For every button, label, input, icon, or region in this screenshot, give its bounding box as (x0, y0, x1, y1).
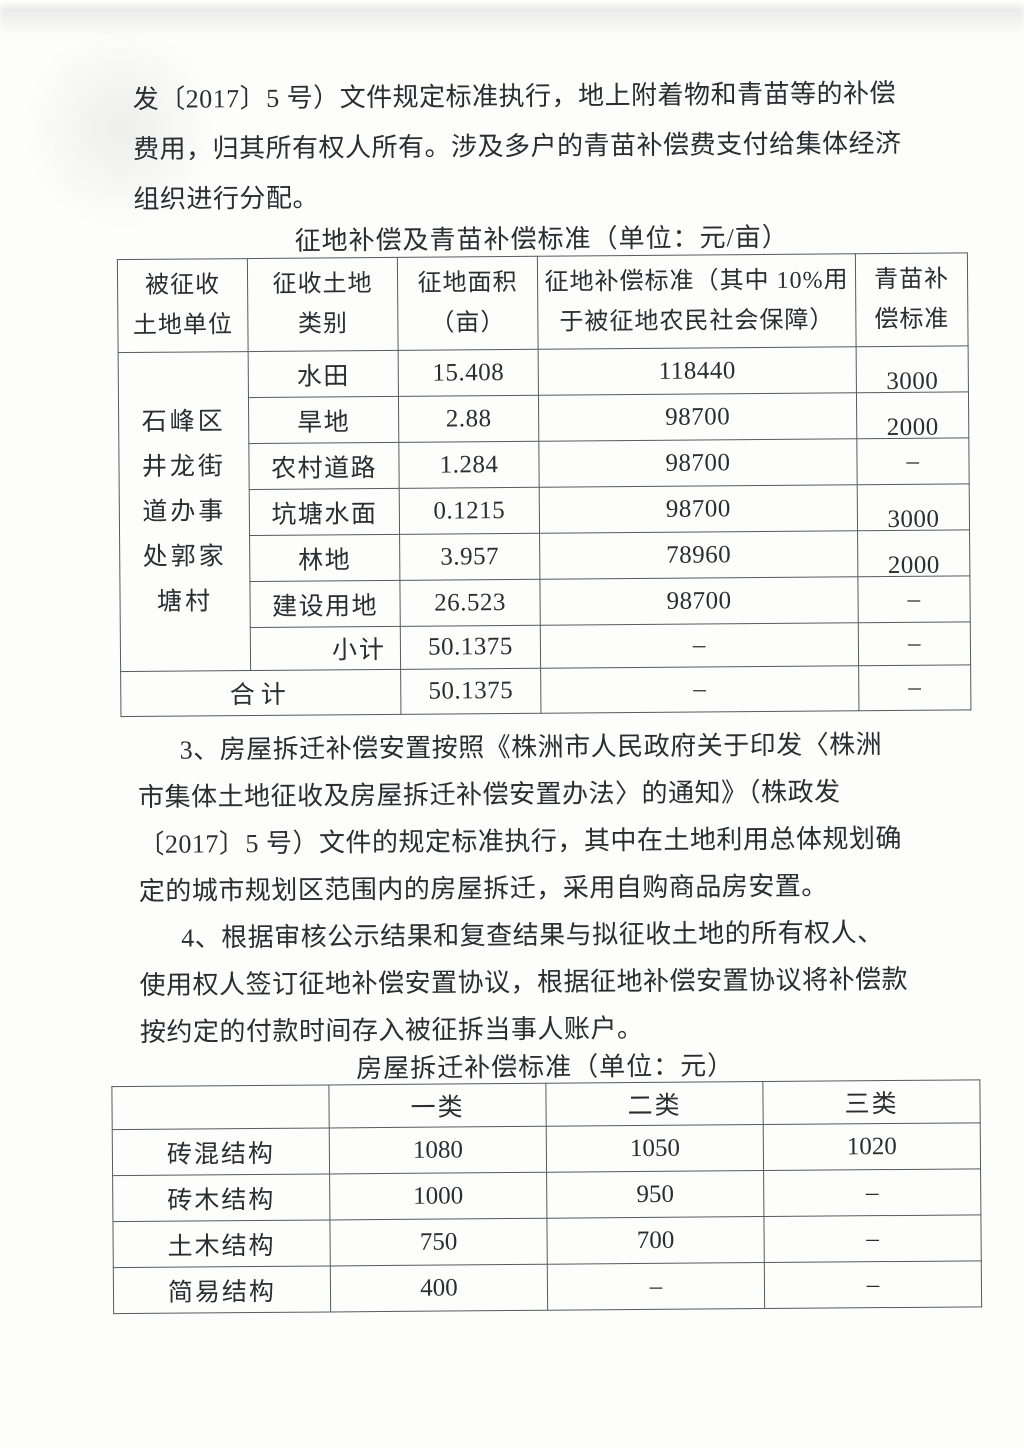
paragraph-line: 4、根据审核公示结果和复查结果与拟征收土地的所有权人、 (181, 918, 884, 953)
paragraph-4: 4、根据审核公示结果和复查结果与拟征收土地的所有权人、 使用权人签订征地补偿安置… (139, 908, 971, 1056)
total-row: 合计 50.1375 – – (120, 664, 971, 717)
value-cell: – (763, 1214, 982, 1263)
area-cell: 50.1375 (400, 625, 541, 670)
area-cell: 2.88 (398, 395, 539, 443)
standard-cell: 98700 (539, 484, 858, 534)
standard-cell: – (540, 665, 859, 714)
value-cell: 700 (546, 1216, 765, 1265)
table-row: 简易结构 400 – – (113, 1260, 982, 1314)
unit-line: 道办事 (142, 497, 227, 526)
seedling-cell: 3000 (857, 495, 970, 543)
structure-label-cell: 土木结构 (112, 1219, 331, 1268)
category-cell: 旱地 (248, 396, 399, 444)
structure-label-cell: 简易结构 (113, 1265, 331, 1314)
value-cell: 400 (330, 1264, 548, 1312)
standard-cell: 78960 (539, 530, 858, 580)
house-compensation-table: 一类 二类 三类 砖混结构 1080 1050 1020 砖木结构 1000 9… (111, 1079, 982, 1314)
structure-label-cell: 砖木结构 (112, 1173, 330, 1222)
value-cell: 1080 (329, 1126, 547, 1174)
header-land-category: 征收土地 类别 (247, 257, 399, 352)
area-cell: 15.408 (398, 349, 539, 397)
header-line: 征地补偿标准（其中 10%用 (544, 267, 849, 296)
area-cell: 50.1375 (400, 668, 541, 715)
expropriated-unit-cell: 石峰区 井龙街 道办事 处郭家 塘村 (118, 351, 251, 672)
value-cell: 950 (546, 1170, 764, 1219)
area-cell: 26.523 (399, 579, 541, 627)
header-line: 于被征地农民社会保障） (559, 307, 835, 336)
seedling-cell: 2000 (857, 541, 970, 589)
value-cell: – (764, 1260, 982, 1309)
unit-line: 塘村 (156, 587, 214, 616)
paragraph-line: 按约定的付款时间存入被征拆当事人账户。 (139, 1013, 644, 1047)
header-class-3: 三类 (762, 1079, 981, 1125)
header-class-2: 二类 (545, 1081, 764, 1127)
paragraph-line: 3、房屋拆迁补偿安置按照《株洲市人民政府关于印发〈株洲 (179, 730, 883, 765)
header-line: （亩） (430, 310, 506, 337)
header-line: 征收土地 (272, 271, 373, 298)
area-cell: 3.957 (399, 533, 540, 581)
standard-cell: – (540, 622, 859, 669)
table-row: 砖木结构 1000 950 – (112, 1168, 981, 1222)
header-expropriated-unit: 被征收 土地单位 (117, 258, 249, 353)
header-structure-type (111, 1084, 330, 1130)
table-row: 砖混结构 1080 1050 1020 (112, 1122, 981, 1176)
paragraph-line: 定的城市规划区范围内的房屋拆迁，采用自购商品房安置。 (138, 871, 828, 906)
value-cell: – (547, 1262, 765, 1311)
value-cell: 1020 (763, 1122, 981, 1171)
unit-line: 井龙街 (141, 452, 227, 481)
paragraph-line: 费用，归其所有权人所有。涉及多户的青苗补偿费支付给集体经济 (132, 128, 902, 164)
table-row: 石峰区 井龙街 道办事 处郭家 塘村 水田 15.408 118440 3000 (118, 346, 969, 672)
total-label-cell: 合计 (120, 669, 401, 717)
paragraph-line: 〔2017〕5 号）文件的规定标准执行，其中在土地利用总体规划确 (138, 823, 903, 859)
unit-line: 石峰区 (141, 407, 226, 436)
category-cell: 林地 (249, 534, 400, 582)
category-cell: 水田 (248, 350, 399, 398)
header-class-1: 一类 (328, 1083, 547, 1128)
value-cell: 1050 (546, 1124, 764, 1173)
area-cell: 0.1215 (399, 487, 540, 535)
paragraph-line: 使用权人签订征地补偿安置协议，根据征地补偿安置协议将补偿款 (139, 964, 909, 1000)
paragraph-line: 市集体土地征收及房屋拆迁补偿安置办法〉的通知》（株政发 (137, 777, 841, 812)
standard-cell: 98700 (538, 438, 858, 488)
area-cell: 1.284 (398, 441, 540, 489)
header-line: 青苗补 (873, 266, 950, 294)
paragraph-line: 发〔2017〕5 号）文件规定标准执行，地上附着物和青苗等的补偿 (132, 78, 897, 114)
value-cell: 1000 (329, 1172, 547, 1220)
category-cell: 农村道路 (248, 442, 400, 490)
header-line: 偿标准 (874, 306, 950, 334)
category-cell: 建设用地 (249, 580, 401, 628)
category-cell: 坑塘水面 (249, 488, 400, 536)
paragraph-3: 3、房屋拆迁补偿安置按照《株洲市人民政府关于印发〈株洲 市集体土地征收及房屋拆迁… (138, 720, 970, 915)
document-content: 发〔2017〕5 号）文件规定标准执行，地上附着物和青苗等的补偿 费用，归其所有… (111, 68, 982, 1314)
unit-line: 处郭家 (142, 542, 227, 571)
seedling-cell: – (858, 664, 971, 711)
land-compensation-table: 被征收 土地单位 征收土地 类别 征地面积 （亩） 征地补偿标准（其中 10%用… (117, 252, 972, 717)
seedling-cell: – (858, 621, 971, 666)
standard-cell: 98700 (538, 392, 857, 442)
table-header-row: 一类 二类 三类 (111, 1079, 981, 1130)
standard-cell: 118440 (538, 346, 857, 396)
seedling-cell: 3000 (856, 357, 969, 405)
structure-label-cell: 砖混结构 (112, 1127, 330, 1176)
standard-cell: 98700 (539, 576, 859, 626)
paragraph-line: 组织进行分配。 (133, 183, 320, 214)
value-cell: 750 (329, 1218, 548, 1266)
table-header-row: 被征收 土地单位 征收土地 类别 征地面积 （亩） 征地补偿标准（其中 10%用… (117, 252, 969, 353)
header-line: 被征收 (144, 272, 221, 299)
value-cell: – (763, 1168, 981, 1217)
intro-paragraph: 发〔2017〕5 号）文件规定标准执行，地上附着物和青苗等的补偿 费用，归其所有… (132, 68, 964, 225)
table-row: 土木结构 750 700 – (112, 1214, 982, 1268)
seedling-cell: 2000 (856, 403, 969, 451)
header-compensation-standard: 征地补偿标准（其中 10%用 于被征地农民社会保障） (537, 253, 857, 350)
header-line: 征地面积 (417, 269, 518, 297)
header-seedling-standard: 青苗补 偿标准 (855, 252, 969, 347)
header-line: 土地单位 (132, 312, 234, 339)
header-line: 类别 (297, 311, 349, 338)
header-land-area: 征地面积 （亩） (397, 256, 539, 351)
subtotal-label-cell: 小计 (250, 626, 401, 671)
